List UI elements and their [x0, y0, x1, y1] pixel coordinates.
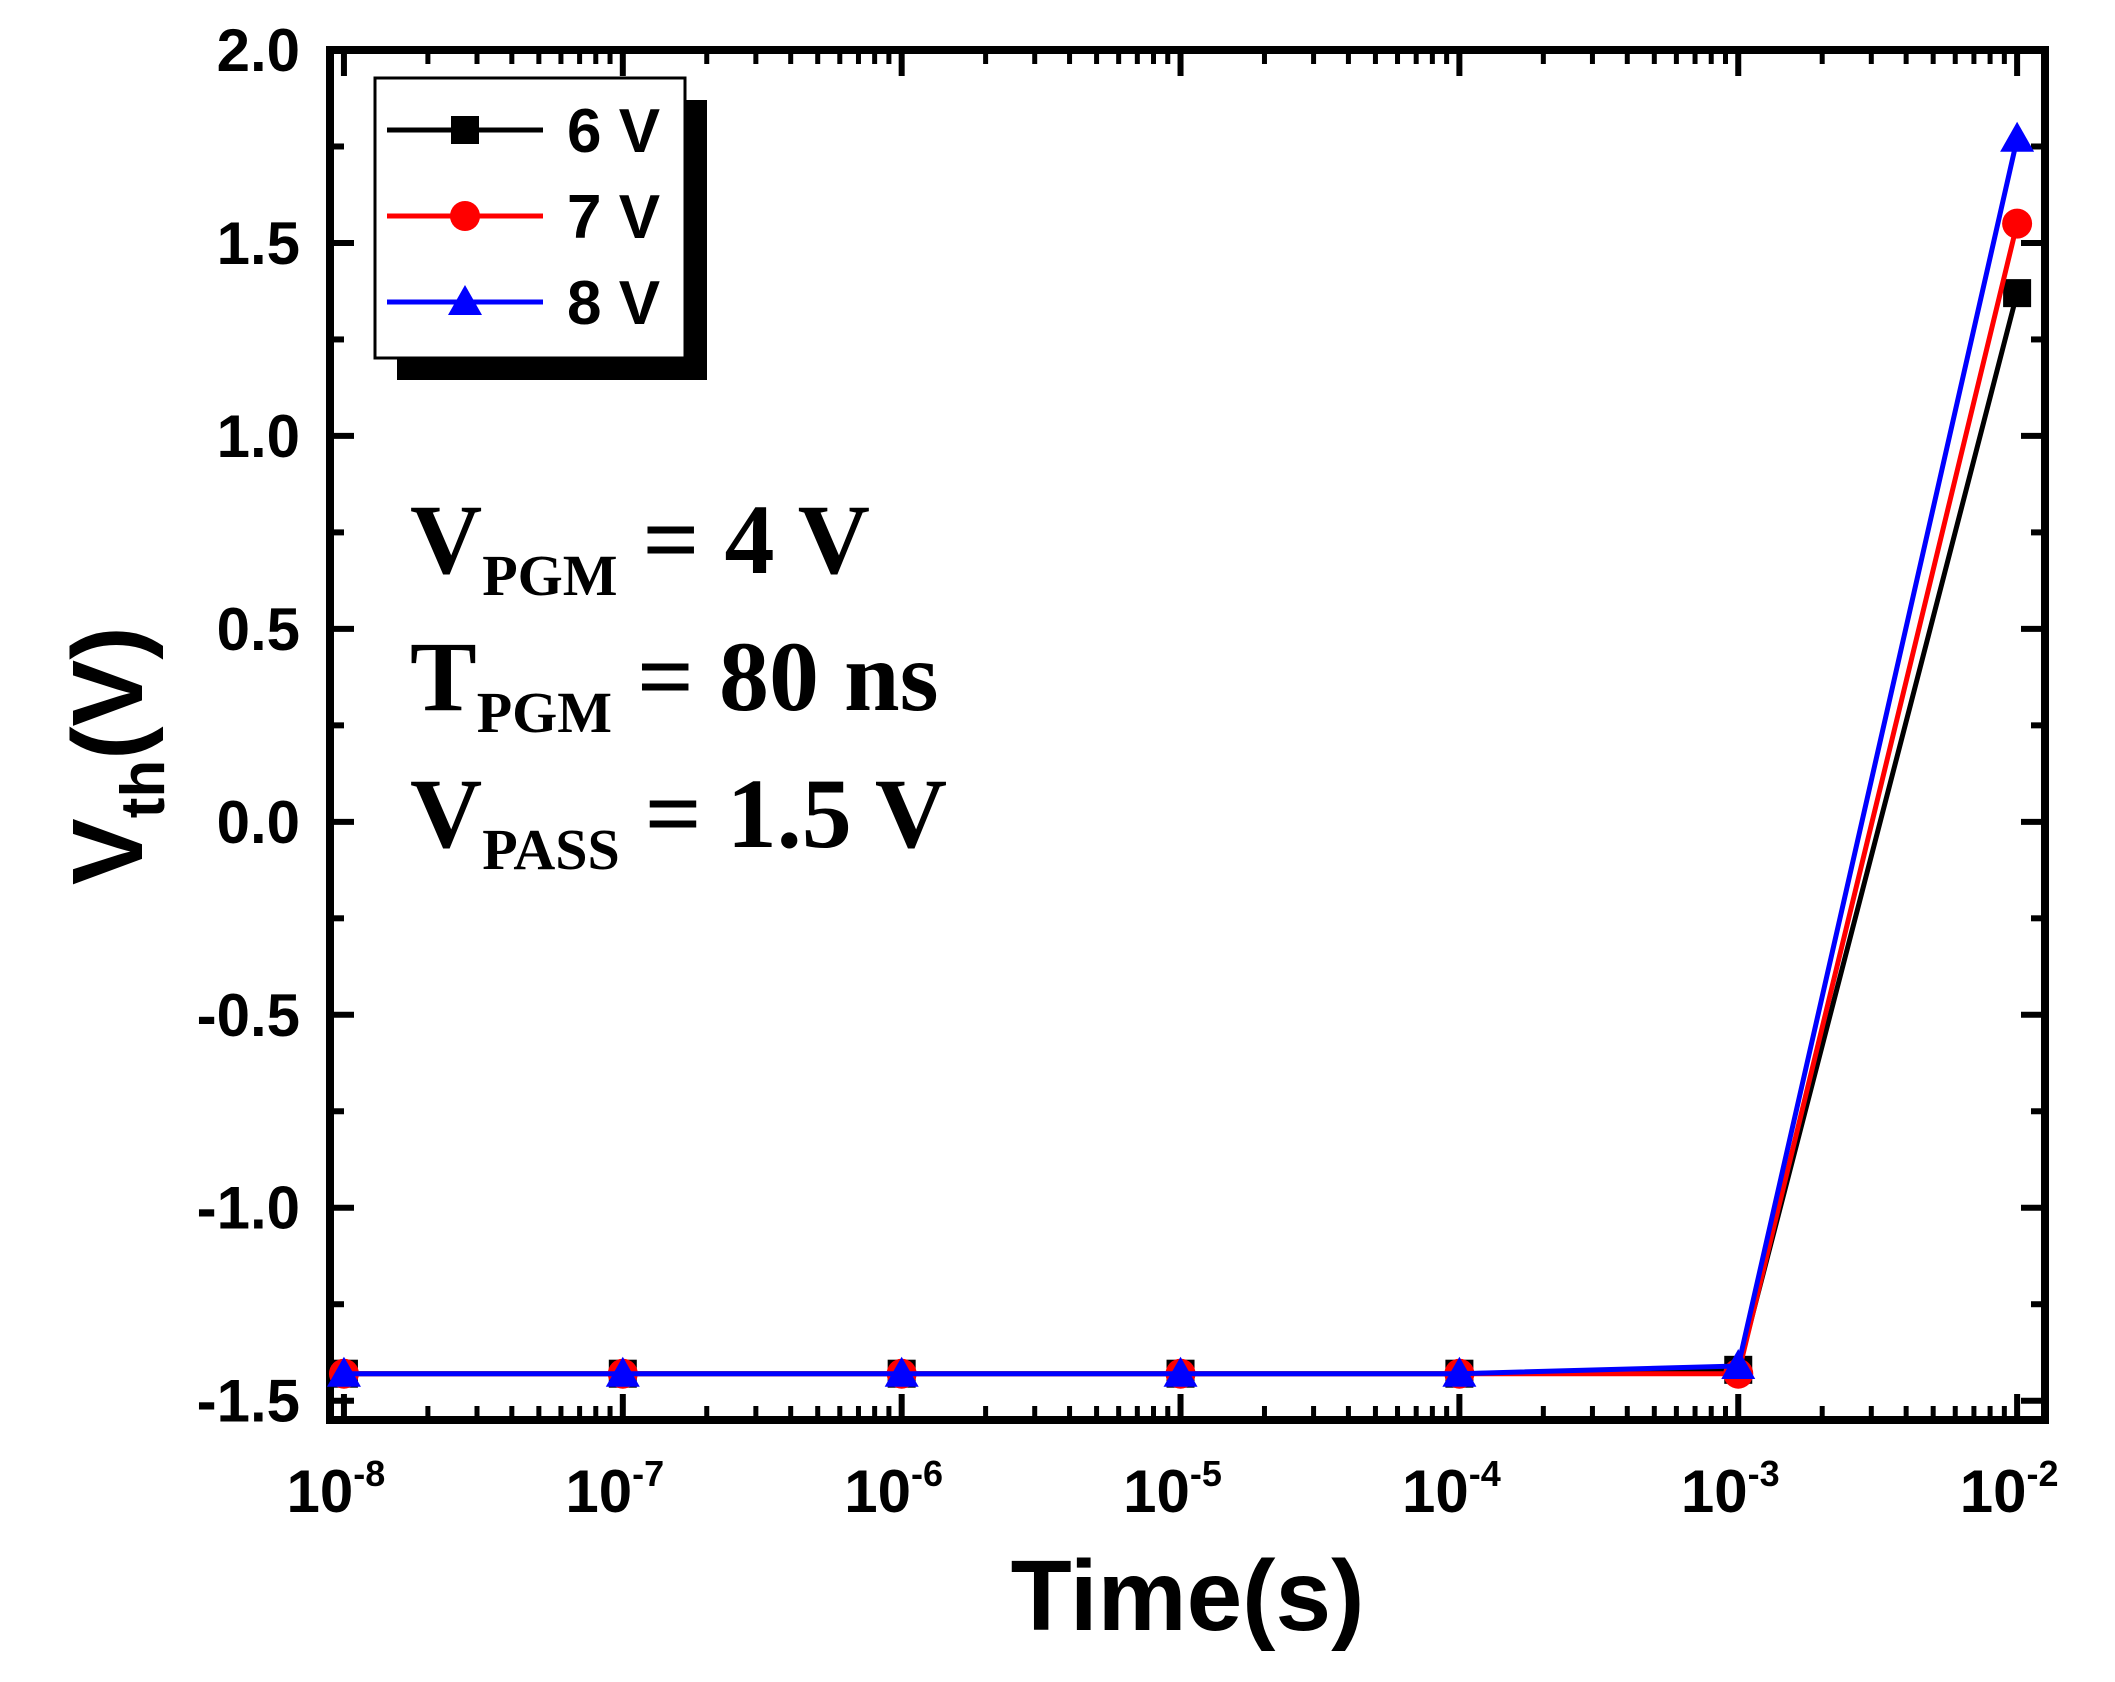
data-point: [1721, 1348, 1756, 1379]
data-point: [2003, 279, 2032, 308]
data-point: [884, 1356, 919, 1387]
data-point: [326, 1356, 361, 1387]
x-axis-title: Time(s): [1011, 1540, 1365, 1652]
legend-label: 8 V: [567, 269, 660, 338]
legend-marker: [448, 285, 482, 315]
y-tick-label: 0.0: [217, 789, 300, 856]
x-tick-label: 10-4: [1402, 1453, 1501, 1525]
x-tick-label: 10-2: [1960, 1453, 2059, 1525]
series-group: [326, 121, 2035, 1389]
series-8v: [326, 121, 2035, 1387]
x-tick-label: 10-8: [287, 1453, 386, 1525]
y-tick-label: 1.5: [217, 210, 300, 277]
legend-marker: [450, 201, 480, 231]
x-tick-label: 10-6: [844, 1453, 943, 1525]
data-point: [2002, 208, 2033, 239]
legend-label: 6 V: [567, 97, 660, 166]
x-tick-label: 10-5: [1123, 1453, 1222, 1525]
condition-line: TPGM = 80 ns: [410, 621, 939, 745]
y-tick-label: -0.5: [197, 982, 300, 1049]
series-7v: [328, 208, 2033, 1389]
condition-line: VPGM = 4 V: [410, 484, 870, 608]
legend: 6 V 7 V 8 V: [373, 76, 707, 380]
data-point: [2000, 121, 2035, 152]
y-tick-label: 2.0: [217, 17, 300, 84]
legend-marker: [451, 116, 479, 144]
x-tick-label: 10-3: [1681, 1453, 1780, 1525]
legend-label: 7 V: [567, 183, 660, 252]
x-tick-label: 10-7: [565, 1453, 664, 1525]
y-tick-label: 0.5: [217, 596, 300, 663]
y-tick-label: 1.0: [217, 403, 300, 470]
data-point: [1442, 1356, 1477, 1387]
conditions-annotation: VPGM = 4 V TPGM = 80 ns VPASS = 1.5 V: [410, 484, 947, 882]
y-axis-title: Vth(V): [52, 626, 178, 885]
plot-frame: [326, 46, 2049, 1424]
axes: 2.0 1.5 1.0 0.5 0.0 -0.5 -1.0 -1.5 10-8 10-7 10-6 1…: [52, 17, 2058, 1652]
y-tick-label: -1.5: [197, 1368, 300, 1435]
data-point: [605, 1356, 640, 1387]
condition-line: VPASS = 1.5 V: [410, 758, 947, 882]
series-line: [343, 223, 2020, 1377]
data-point: [1163, 1356, 1198, 1387]
y-tick-label: -1.0: [197, 1175, 300, 1242]
